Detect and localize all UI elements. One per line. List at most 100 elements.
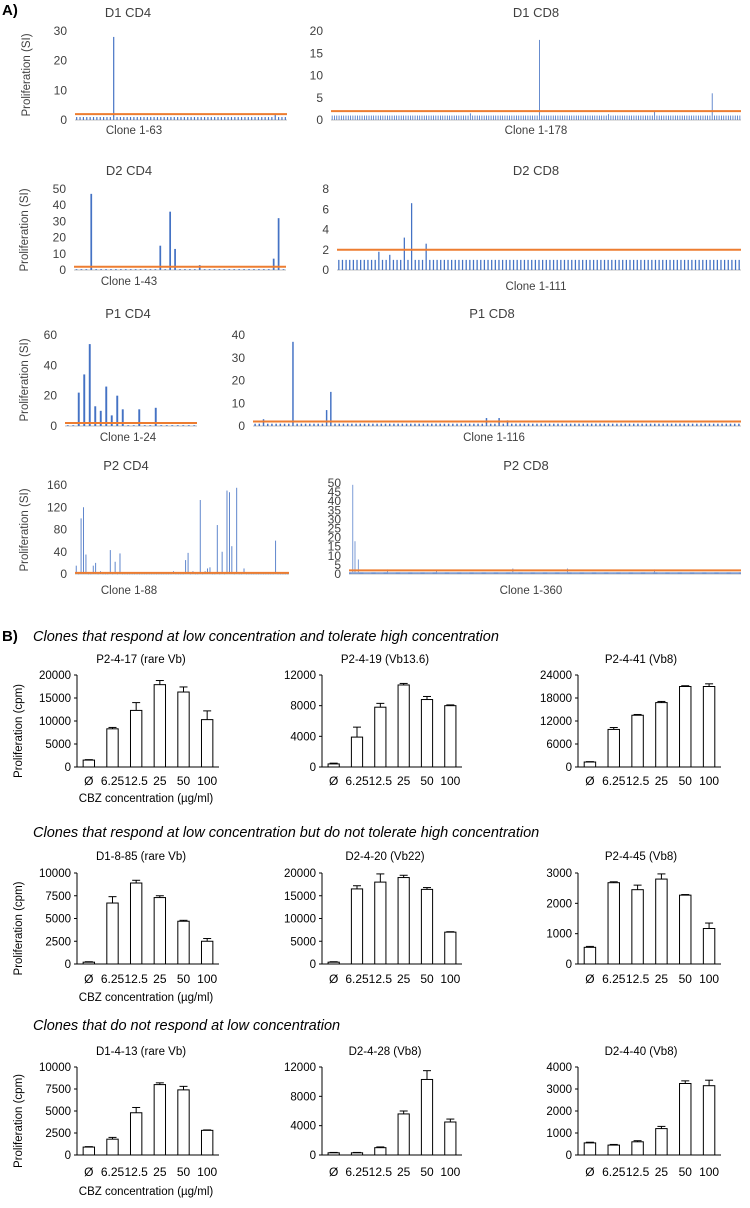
- bar: [574, 259, 577, 271]
- bar: [82, 759, 96, 768]
- bar: [280, 573, 281, 575]
- bar: [635, 115, 637, 120]
- bar: [448, 572, 449, 574]
- bar: [444, 1121, 457, 1156]
- bar: [485, 572, 487, 574]
- bar: [631, 572, 632, 574]
- bar: [420, 888, 434, 965]
- bar: [513, 115, 515, 120]
- bar: [683, 259, 686, 271]
- bar: [721, 423, 723, 426]
- bar: [607, 1144, 620, 1156]
- bar: [536, 115, 538, 120]
- bar: [104, 573, 106, 575]
- y-tick-label: 2500: [45, 1128, 71, 1140]
- bar: [364, 115, 365, 120]
- bar: [728, 572, 729, 574]
- bar: [683, 572, 685, 574]
- bar: [403, 237, 405, 270]
- bar: [738, 259, 740, 271]
- bar: [700, 423, 702, 426]
- bar: [631, 714, 644, 768]
- y-tick-label: 50: [53, 182, 67, 196]
- bar: [713, 259, 715, 271]
- bar: [372, 423, 374, 426]
- bar: [638, 572, 640, 574]
- bar: [351, 423, 353, 426]
- x-tick-label: 25: [397, 972, 411, 986]
- bar: [138, 409, 141, 426]
- bar: [454, 259, 456, 271]
- bar: [479, 115, 480, 120]
- bar: [709, 572, 711, 574]
- bar: [76, 117, 78, 120]
- chart-title: D2-4-40 (Vb8): [605, 1046, 678, 1058]
- bar: [488, 572, 490, 574]
- bar: [434, 572, 435, 574]
- bar: [699, 572, 701, 574]
- y-tick-label: 80: [54, 523, 68, 537]
- bar: [696, 572, 698, 574]
- bar: [695, 115, 697, 120]
- bar: [506, 115, 508, 120]
- y-tick-label: 20: [232, 374, 246, 388]
- bar: [469, 113, 471, 120]
- bar: [451, 572, 453, 574]
- bar: [187, 425, 190, 426]
- bar: [400, 115, 402, 120]
- bar: [438, 572, 440, 574]
- bar: [633, 115, 635, 120]
- bar: [600, 259, 602, 271]
- bar: [476, 115, 478, 120]
- bar: [417, 572, 419, 574]
- bar: [418, 572, 420, 574]
- bar: [265, 573, 267, 575]
- bar: [529, 115, 531, 120]
- x-tick-label: 100: [699, 972, 719, 986]
- bar: [600, 572, 602, 574]
- bar: [588, 572, 590, 574]
- x-tick-label: 6.25: [602, 774, 626, 788]
- x-tick-label: 100: [699, 1165, 719, 1179]
- bar: [136, 573, 138, 575]
- bar: [447, 423, 450, 426]
- bar: [357, 559, 359, 574]
- bar: [494, 572, 495, 574]
- bar: [601, 115, 603, 120]
- x-tick-label: 50: [177, 972, 191, 986]
- bar: [458, 259, 460, 271]
- panel-b-label: B): [2, 628, 18, 645]
- x-tick-label: 50: [420, 972, 434, 986]
- bar: [119, 553, 121, 574]
- bar: [129, 117, 132, 120]
- chart-title: D1-8-85 (rare Vb): [96, 851, 186, 863]
- bar: [712, 572, 714, 574]
- bar: [260, 573, 262, 575]
- bar: [637, 572, 639, 574]
- bar: [662, 572, 664, 574]
- bar: [317, 423, 319, 426]
- bar: [360, 259, 362, 271]
- bar: [607, 259, 609, 271]
- bar: [380, 115, 381, 120]
- bar: [472, 115, 474, 120]
- bar: [366, 572, 368, 574]
- bar: [721, 115, 722, 120]
- bar: [527, 572, 529, 574]
- bar: [253, 573, 255, 575]
- bar: [143, 425, 146, 426]
- bar: [352, 115, 354, 120]
- y-tick-label: 5000: [290, 936, 316, 948]
- bar: [193, 269, 196, 270]
- bar: [477, 572, 479, 574]
- bar: [662, 423, 664, 426]
- bar: [515, 423, 517, 426]
- bar: [392, 572, 394, 574]
- bar: [170, 117, 172, 120]
- bar: [654, 259, 657, 271]
- bar: [401, 572, 403, 574]
- bar: [407, 259, 409, 271]
- bar: [602, 572, 604, 574]
- bar: [695, 572, 697, 574]
